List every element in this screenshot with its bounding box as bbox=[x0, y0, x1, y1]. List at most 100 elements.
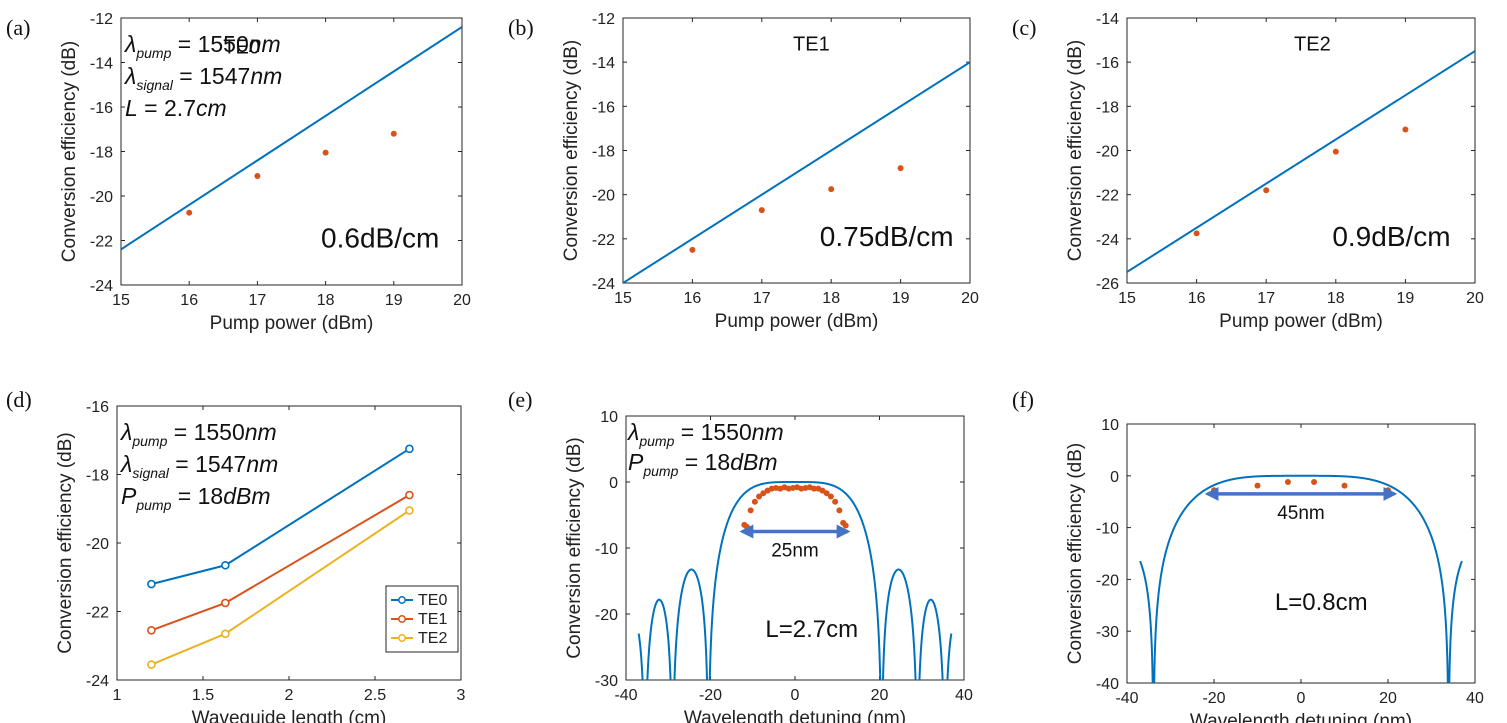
fit-line bbox=[1127, 50, 1475, 273]
data-point bbox=[1311, 479, 1318, 486]
x-tick-label: 1.5 bbox=[192, 687, 214, 704]
x-tick-label: 15 bbox=[112, 292, 130, 309]
y-axis-label: Conversion efficiency (dB) bbox=[1065, 443, 1086, 664]
data-point bbox=[828, 186, 835, 193]
length-label: L=2.7cm bbox=[765, 616, 858, 643]
x-tick-label: 19 bbox=[385, 292, 403, 309]
x-tick-label: 1 bbox=[113, 687, 122, 704]
data-point bbox=[743, 523, 750, 530]
param-label: L = 2.7cm bbox=[125, 95, 227, 121]
y-tick-label: -10 bbox=[595, 541, 618, 558]
x-tick-label: -40 bbox=[1115, 690, 1138, 707]
series-marker bbox=[405, 506, 414, 515]
panel-label: (d) bbox=[6, 387, 32, 412]
data-point bbox=[1402, 126, 1409, 133]
legend-label: TE0 bbox=[418, 592, 447, 609]
y-tick-label: -30 bbox=[1096, 624, 1119, 641]
x-axis-label: Pump power (dBm) bbox=[1219, 311, 1383, 332]
data-point bbox=[842, 522, 849, 529]
x-axis-label: Waveguide length (cm) bbox=[192, 708, 387, 723]
series-marker bbox=[221, 629, 230, 639]
x-tick-label: 16 bbox=[180, 292, 198, 309]
x-tick-label: -20 bbox=[1202, 690, 1225, 707]
data-point bbox=[186, 209, 193, 216]
data-point bbox=[751, 498, 758, 505]
x-tick-label: 0 bbox=[791, 687, 800, 704]
loss-label: 0.9dB/cm bbox=[1332, 221, 1450, 252]
series-marker bbox=[405, 444, 414, 454]
legend-marker bbox=[398, 596, 406, 604]
x-tick-label: 40 bbox=[1466, 690, 1484, 707]
series-marker bbox=[147, 626, 156, 635]
y-tick-label: -24 bbox=[1096, 232, 1119, 249]
y-tick-label: -20 bbox=[1096, 144, 1119, 161]
y-tick-label: -24 bbox=[90, 278, 113, 295]
param-label: λsignal = 1547nm bbox=[119, 451, 278, 481]
x-tick-label: 18 bbox=[1327, 290, 1345, 307]
x-tick-label: 20 bbox=[453, 292, 471, 309]
y-tick-label: -22 bbox=[592, 232, 615, 249]
legend-marker bbox=[398, 615, 406, 623]
legend-marker bbox=[398, 634, 406, 642]
data-point bbox=[1341, 482, 1348, 489]
param-label: Ppump = 18dBm bbox=[628, 449, 777, 479]
x-tick-label: 3 bbox=[457, 687, 466, 704]
data-point bbox=[897, 165, 904, 172]
model-curve bbox=[1139, 474, 1463, 683]
y-tick-label: -18 bbox=[1096, 99, 1119, 116]
y-tick-label: -20 bbox=[1096, 572, 1119, 589]
series-marker bbox=[405, 490, 414, 500]
legend-label: TE1 bbox=[418, 611, 447, 628]
param-label: λsignal = 1547nm bbox=[123, 63, 282, 93]
y-tick-label: -18 bbox=[90, 145, 113, 162]
y-tick-label: -12 bbox=[90, 11, 113, 28]
x-tick-label: 16 bbox=[684, 290, 702, 307]
x-tick-label: 15 bbox=[614, 290, 632, 307]
x-tick-label: -20 bbox=[699, 687, 722, 704]
chart-panel-b: 15 16 17 18 19 20 -24 -22 -20 -18 -16 -14 -12 Pump po… bbox=[508, 11, 979, 332]
y-tick-label: -16 bbox=[592, 99, 615, 116]
x-tick-label: -40 bbox=[614, 687, 637, 704]
y-tick-label: -22 bbox=[90, 234, 113, 251]
y-tick-label: -16 bbox=[86, 399, 109, 416]
y-tick-label: -16 bbox=[1096, 55, 1119, 72]
series-marker bbox=[147, 579, 156, 589]
x-tick-label: 20 bbox=[1466, 290, 1484, 307]
data-point bbox=[836, 507, 843, 514]
x-axis-label: Pump power (dBm) bbox=[715, 311, 879, 332]
bandwidth-label: 25nm bbox=[771, 541, 819, 562]
param-label: λpump = 1550nm bbox=[123, 31, 281, 61]
y-tick-label: -12 bbox=[592, 11, 615, 28]
data-point bbox=[1284, 479, 1291, 486]
x-tick-label: 17 bbox=[753, 290, 771, 307]
series-line-te2 bbox=[151, 509, 410, 666]
y-axis-label: Conversion efficiency (dB) bbox=[1065, 40, 1086, 261]
data-point bbox=[254, 172, 261, 179]
x-tick-label: 20 bbox=[1379, 690, 1397, 707]
y-tick-label: 10 bbox=[600, 409, 618, 426]
data-point bbox=[1332, 148, 1339, 155]
mode-label: TE1 bbox=[793, 34, 830, 56]
x-tick-label: 2 bbox=[285, 687, 294, 704]
y-tick-label: -20 bbox=[86, 536, 109, 553]
chart-panel-d: 1 1.5 2 2.5 3 -24 -22 -20 -18 -16 Waveguide length… bbox=[6, 387, 466, 723]
x-tick-label: 18 bbox=[822, 290, 840, 307]
y-tick-label: -20 bbox=[595, 607, 618, 624]
data-point bbox=[1254, 482, 1261, 489]
x-axis-label: Wavelength detuning (nm) bbox=[1190, 711, 1412, 723]
chart-panel-f: -40 -20 0 20 40 -40 -30 -20 -10 0 10 Wavelength det… bbox=[1012, 387, 1484, 723]
series-marker bbox=[221, 560, 230, 570]
data-point bbox=[823, 490, 830, 497]
y-tick-label: -20 bbox=[90, 189, 113, 206]
y-tick-label: -14 bbox=[592, 55, 615, 72]
loss-label: 0.6dB/cm bbox=[321, 223, 439, 254]
fit-line bbox=[623, 61, 970, 283]
y-tick-label: 0 bbox=[609, 475, 618, 492]
y-tick-label: -40 bbox=[1096, 676, 1119, 693]
y-tick-label: -14 bbox=[90, 56, 113, 73]
chart-panel-e: -40 -20 0 20 40 -30 -20 -10 0 10 Wavelength detuni… bbox=[508, 387, 973, 723]
x-tick-label: 2.5 bbox=[364, 687, 386, 704]
bandwidth-label: 45nm bbox=[1277, 503, 1325, 524]
y-tick-label: -14 bbox=[1096, 11, 1119, 28]
